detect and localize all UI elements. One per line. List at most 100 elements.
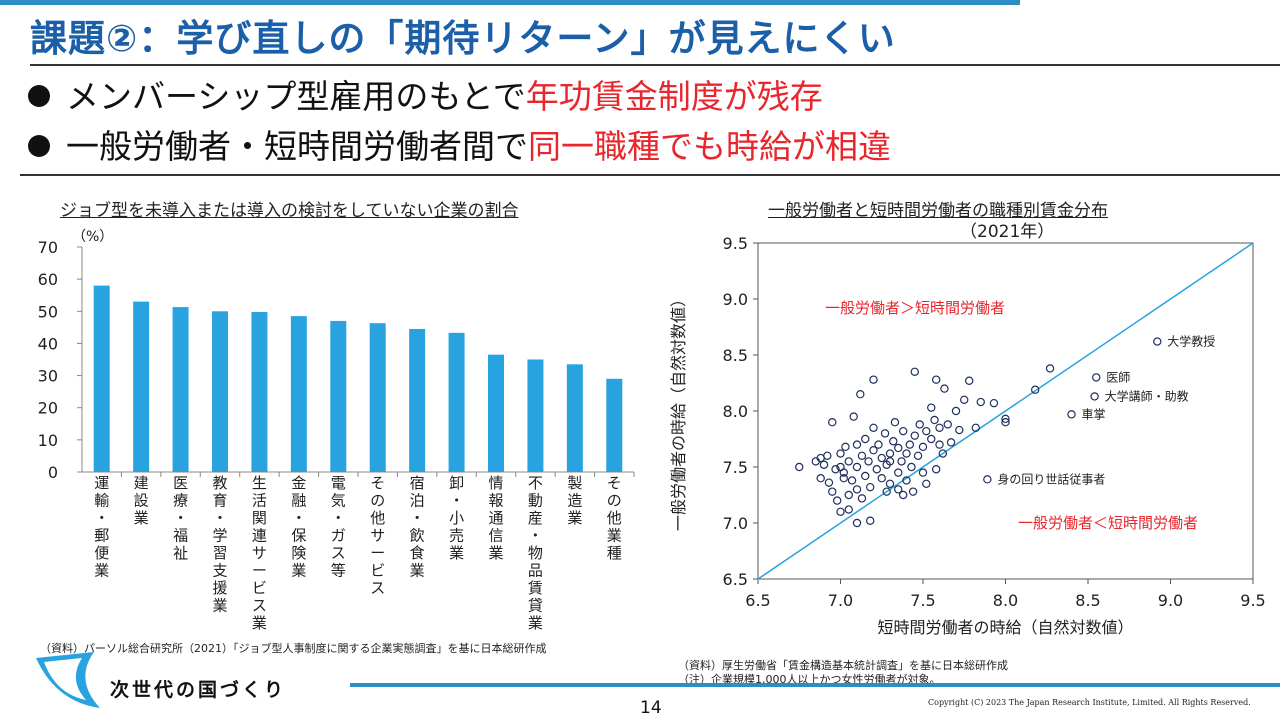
bar-category-char: ・ bbox=[449, 492, 464, 510]
scatter-point bbox=[836, 449, 845, 458]
bullet-1-highlight: 年功賃金制度が残存 bbox=[525, 77, 823, 116]
bar-6 bbox=[330, 320, 347, 472]
scatter-point bbox=[852, 518, 862, 528]
scatter-point bbox=[902, 476, 911, 485]
bar-category-char: 金 bbox=[291, 474, 306, 492]
scatter-point bbox=[882, 487, 891, 496]
bar-category-label: 教育・学習支援業 bbox=[212, 474, 227, 615]
scatter-x-tick-label: 7.0 bbox=[828, 591, 853, 610]
bar-11 bbox=[527, 359, 544, 472]
scatter-chart: 一般労働者＞短時間労働者 一般労働者＜短時間労働者 6.5 7.0 7.5 8.0 8.… bbox=[669, 234, 1266, 637]
bar-category-char: 賃 bbox=[528, 579, 543, 597]
bar-category-label: 建設業 bbox=[134, 474, 149, 527]
scatter-point bbox=[910, 431, 919, 440]
bar-category-char: 産 bbox=[528, 509, 543, 527]
bar-category-label: 生活関連サービス業 bbox=[252, 474, 267, 632]
bar-category-char: 育 bbox=[212, 492, 227, 510]
bar-category-char: 習 bbox=[212, 544, 227, 562]
scatter-point bbox=[819, 460, 829, 469]
scatter-point bbox=[894, 485, 903, 494]
bar-category-char: 業 bbox=[410, 562, 425, 580]
scatter-point bbox=[795, 462, 804, 472]
scatter-labeled-point bbox=[1092, 373, 1101, 382]
scatter-point bbox=[844, 490, 853, 500]
scatter-point bbox=[816, 473, 825, 483]
bar-category-char: 等 bbox=[331, 562, 346, 580]
bar-category-char: 業 bbox=[449, 544, 464, 562]
bar-category-char: 気 bbox=[331, 492, 346, 510]
top-accent-bar bbox=[0, 0, 1020, 5]
bar-category-char: 建 bbox=[134, 474, 149, 492]
bar-category-label: その他サービス bbox=[370, 474, 385, 597]
bar-category-label: 卸・小売業 bbox=[449, 474, 464, 562]
scatter-point bbox=[836, 507, 845, 516]
bar-category-char: ・ bbox=[173, 509, 188, 527]
scatter-point bbox=[849, 412, 858, 421]
scatter-x-tick-label: 9.5 bbox=[1240, 591, 1265, 610]
bar-5 bbox=[290, 316, 307, 472]
bar-category-char: 業 bbox=[212, 597, 227, 615]
bar-category-char: 造 bbox=[567, 492, 582, 510]
bar-y-tick-label: 30 bbox=[38, 367, 58, 386]
bar-category-char: 便 bbox=[94, 544, 109, 562]
scatter-x-axis-title: 短時間労働者の時給（自然対数値） bbox=[877, 618, 1133, 637]
bullet-2: 一般労働者・短時間労働者間で同一職種でも時給が相違 bbox=[28, 120, 891, 168]
bar-category-char: 援 bbox=[212, 579, 227, 597]
bar-9 bbox=[448, 332, 465, 472]
bar-category-char: 業 bbox=[567, 509, 582, 527]
scatter-point bbox=[927, 434, 936, 444]
bar-category-char: 祉 bbox=[173, 544, 188, 562]
scatter-y-tick-label: 8.0 bbox=[723, 402, 748, 421]
scatter-point bbox=[935, 423, 944, 432]
scatter-point bbox=[841, 442, 850, 452]
scatter-point bbox=[844, 505, 853, 514]
bar-category-char: 業 bbox=[291, 562, 306, 580]
scatter-point bbox=[946, 438, 956, 447]
scatter-point bbox=[824, 478, 834, 487]
scatter-point bbox=[955, 425, 964, 435]
scatter-point bbox=[910, 367, 919, 376]
scatter-point bbox=[869, 445, 878, 455]
scatter-point bbox=[828, 417, 837, 427]
scatter-labeled-point bbox=[1067, 410, 1076, 419]
scatter-point bbox=[898, 426, 908, 436]
bar-13 bbox=[606, 378, 623, 472]
scatter-x-tick-label: 7.5 bbox=[910, 591, 935, 610]
bar-chart-source: （資料）パーソル総合研究所（2021）「ジョブ型人事制度に関する企業実態調査」を… bbox=[40, 642, 547, 655]
bar-category-char: ガ bbox=[331, 527, 346, 545]
bar-category-label: 不動産・物品賃貸業 bbox=[528, 474, 543, 632]
bar-category-label: 医療・福祉 bbox=[173, 474, 188, 562]
scatter-point bbox=[935, 440, 944, 449]
bar-category-char: 支 bbox=[212, 562, 227, 580]
bar-category-char: ・ bbox=[410, 509, 425, 527]
scatter-point bbox=[823, 451, 832, 460]
bar-category-char: 保 bbox=[291, 527, 306, 545]
bar-category-char: 福 bbox=[173, 527, 188, 545]
bar-category-char: 生 bbox=[252, 474, 267, 492]
bar-category-label: 運輸・郵便業 bbox=[94, 474, 109, 580]
scatter-point bbox=[922, 479, 931, 488]
bar-category-char: ・ bbox=[291, 509, 306, 527]
bar-category-char: 飲 bbox=[410, 527, 425, 545]
bar-category-char: ス bbox=[331, 544, 346, 562]
bar-chart: （%） 010203040506070運輸・郵便業建設業医療・福祉教育・学習支援… bbox=[38, 229, 635, 632]
scatter-point bbox=[938, 449, 947, 458]
bar-category-char: ビ bbox=[370, 562, 385, 580]
bar-category-char: ・ bbox=[94, 509, 109, 527]
bar-7 bbox=[369, 323, 386, 472]
bullet-dot-icon bbox=[28, 84, 50, 107]
scatter-point bbox=[907, 462, 916, 472]
title-divider bbox=[30, 64, 1280, 66]
bar-y-tick-label: 50 bbox=[38, 302, 58, 321]
scatter-point bbox=[836, 462, 845, 472]
scatter-point bbox=[847, 476, 857, 485]
bar-category-char: 種 bbox=[607, 544, 622, 562]
scatter-labeled-point bbox=[983, 475, 992, 484]
scatter-point-label: 車掌 bbox=[1082, 407, 1106, 421]
scatter-region-upper-label: 一般労働者＞短時間労働者 bbox=[825, 299, 1005, 317]
bar-category-char: ・ bbox=[331, 509, 346, 527]
bar-category-char: サ bbox=[370, 527, 385, 545]
scatter-point bbox=[864, 457, 873, 466]
scatter-y-tick-label: 8.5 bbox=[723, 346, 748, 365]
scatter-y-tick-label: 6.5 bbox=[723, 570, 748, 589]
